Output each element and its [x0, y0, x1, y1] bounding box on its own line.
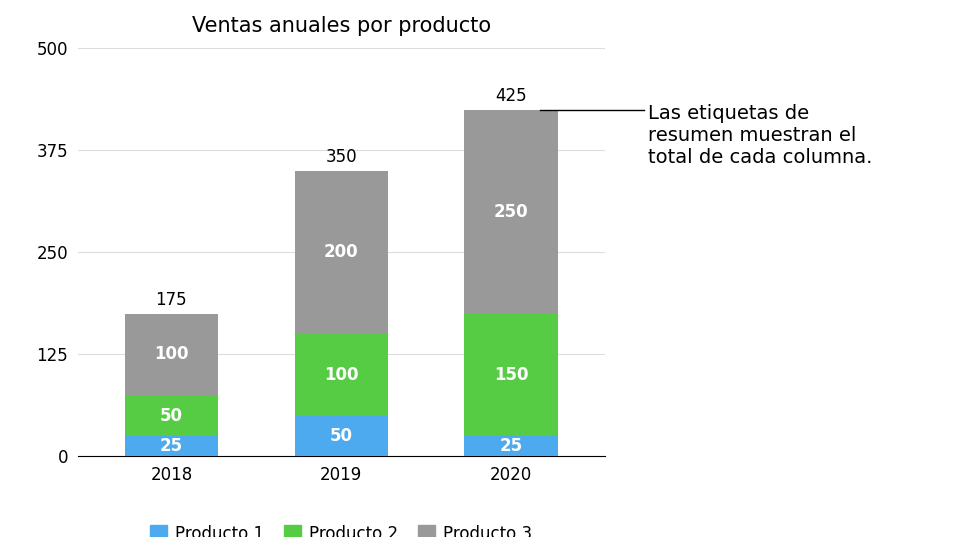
Title: Ventas anuales por producto: Ventas anuales por producto [192, 16, 490, 35]
Text: Las etiquetas de
resumen muestran el
total de cada columna.: Las etiquetas de resumen muestran el tot… [648, 104, 873, 167]
Text: 425: 425 [495, 86, 526, 105]
Bar [464, 110, 558, 314]
Text: 100: 100 [154, 345, 188, 364]
Text: 150: 150 [494, 366, 528, 384]
Text: 25: 25 [499, 437, 523, 455]
Text: 25: 25 [160, 437, 183, 455]
Bar [125, 436, 218, 456]
Bar [125, 395, 218, 436]
Text: 100: 100 [324, 366, 359, 384]
Bar [125, 314, 218, 395]
Text: 350: 350 [326, 148, 357, 166]
Legend: Producto 1, Producto 2, Producto 3: Producto 1, Producto 2, Producto 3 [143, 518, 539, 537]
Text: 200: 200 [324, 243, 359, 262]
Text: 250: 250 [493, 202, 528, 221]
Bar [294, 416, 388, 456]
Bar [464, 314, 558, 436]
Bar [294, 171, 388, 334]
Bar [464, 436, 558, 456]
Text: 175: 175 [156, 291, 187, 309]
Text: 50: 50 [160, 407, 183, 425]
Bar [294, 334, 388, 416]
Text: 50: 50 [330, 427, 353, 445]
